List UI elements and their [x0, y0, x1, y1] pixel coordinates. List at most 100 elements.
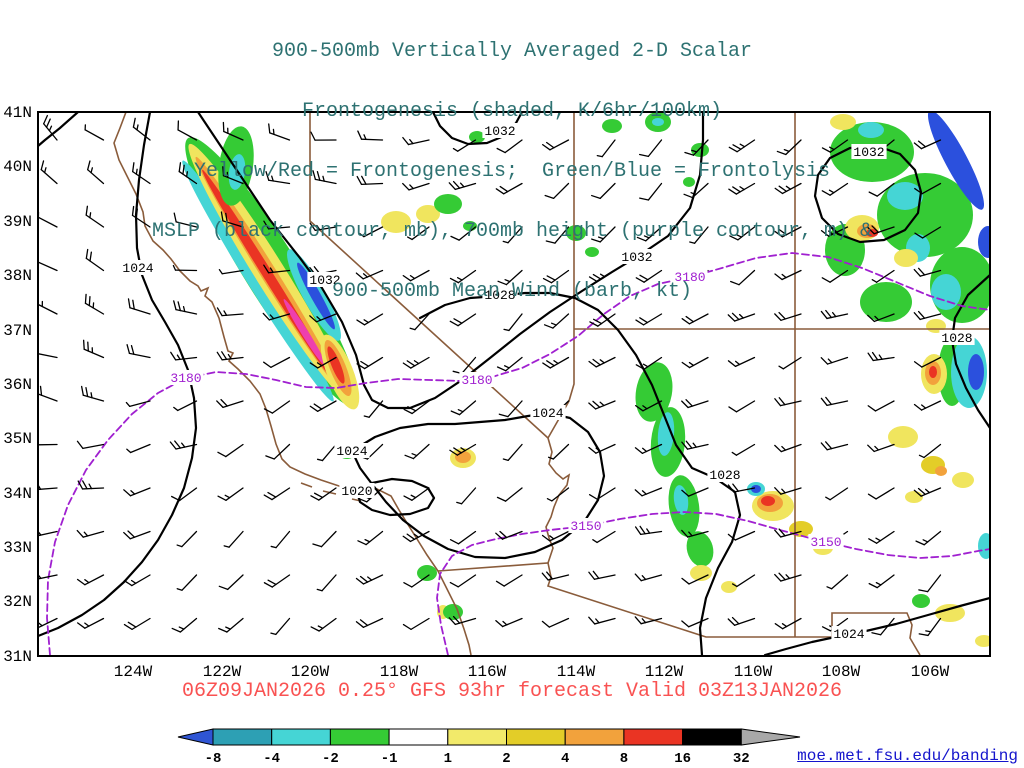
wind-barb — [38, 484, 58, 491]
wind-barb — [495, 182, 523, 195]
contour-label-mslp: 1032 — [484, 124, 515, 139]
wind-barb — [774, 226, 802, 238]
wind-barb — [76, 617, 105, 629]
wind-barb — [913, 487, 942, 497]
wind-barb — [171, 487, 198, 502]
wind-barb — [639, 182, 663, 201]
shade-red — [929, 366, 937, 378]
wind-barb — [85, 205, 105, 228]
wind-barb — [40, 160, 58, 185]
contour-label-bg — [482, 123, 518, 138]
wind-barb — [495, 574, 523, 587]
wind-barb — [867, 487, 895, 500]
wind-barb — [357, 530, 384, 546]
wind-barb — [774, 617, 802, 630]
colorbar-tick-label: 2 — [502, 751, 510, 767]
contour-label-mslp: 1032 — [621, 250, 652, 265]
wind-barb — [449, 530, 477, 545]
wind-barb — [402, 182, 430, 191]
wind-barb — [263, 356, 291, 369]
wind-barb — [689, 226, 709, 244]
wind-barb — [356, 313, 384, 326]
wind-barb — [263, 264, 291, 274]
lat-label: 32N — [3, 593, 32, 611]
wind-barb — [263, 487, 291, 501]
wind-barb — [820, 356, 849, 365]
wind-barb — [825, 487, 849, 501]
wind-barb — [316, 574, 337, 592]
wind-barb — [312, 530, 337, 548]
wind-barb — [774, 182, 802, 195]
wind-barb — [217, 487, 244, 501]
wind-barb — [913, 139, 942, 150]
lat-label: 38N — [3, 267, 32, 285]
contour-label-bg — [619, 249, 655, 264]
wind-barb — [867, 443, 895, 453]
shade-green — [434, 194, 462, 214]
contour-label-bg — [939, 330, 975, 345]
wind-barb — [309, 400, 337, 412]
wind-barb — [546, 487, 570, 502]
wind-barb — [544, 182, 570, 199]
wind-barb — [635, 269, 663, 283]
wind-barb — [82, 339, 105, 359]
wind-barb — [634, 573, 663, 582]
lat-label: 40N — [3, 158, 32, 176]
shade-blue — [927, 112, 985, 210]
shade-cyan — [652, 118, 664, 126]
wind-barb — [681, 440, 709, 450]
shade-yellow — [952, 472, 974, 488]
wind-barb — [402, 269, 430, 282]
wind-barb — [357, 130, 384, 141]
shade-yellow — [894, 249, 918, 267]
wind-barb — [403, 487, 430, 501]
wind-barb — [38, 385, 58, 402]
lat-label: 35N — [3, 430, 32, 448]
map-frame — [37, 111, 991, 657]
wind-barb — [774, 269, 802, 281]
shade-yellow — [888, 426, 918, 448]
wind-barb — [123, 530, 151, 540]
shade-green — [602, 119, 622, 133]
shade-green — [686, 531, 714, 567]
wind-barb — [871, 269, 895, 283]
lon-label: 116W — [468, 663, 507, 681]
wind-barb — [449, 269, 477, 284]
contour-label-bg — [808, 534, 844, 549]
wind-barb — [170, 351, 198, 361]
shade-cyan — [931, 274, 961, 310]
colorbar-segment — [388, 728, 449, 746]
wind-barb — [270, 617, 291, 636]
colorbar-segment — [447, 728, 507, 746]
wind-barb — [38, 443, 58, 446]
contour-label-bg — [831, 626, 867, 641]
contour-label-hgt700: 3150 — [570, 519, 601, 534]
wind-barb — [309, 313, 337, 323]
colorbar-segment — [212, 728, 273, 746]
wind-barb — [588, 616, 616, 625]
wind-barb — [588, 487, 616, 500]
wind-barb — [173, 300, 198, 315]
colorbar-tick-label: 4 — [561, 751, 569, 767]
wind-barb — [681, 356, 709, 369]
wind-barb — [684, 139, 709, 156]
wind-barb — [913, 356, 942, 368]
wind-barb — [545, 226, 570, 244]
wind-barb — [821, 139, 849, 153]
wind-barb — [867, 351, 895, 362]
wind-barb — [310, 487, 337, 501]
shade-cyan — [978, 533, 990, 559]
shade-yellow — [935, 604, 965, 622]
colorbar-right-arrow — [740, 728, 801, 746]
credit-link[interactable]: moe.met.fsu.edu/banding — [797, 747, 1018, 765]
contour-label-bg — [482, 287, 518, 302]
wind-barb — [87, 160, 105, 185]
wind-barb — [591, 182, 616, 200]
shade-green — [566, 225, 586, 241]
wind-barb — [77, 480, 105, 490]
wind-barb — [774, 572, 802, 582]
wind-barb — [310, 131, 337, 141]
lon-label: 112W — [645, 663, 684, 681]
wind-barb — [918, 443, 942, 459]
